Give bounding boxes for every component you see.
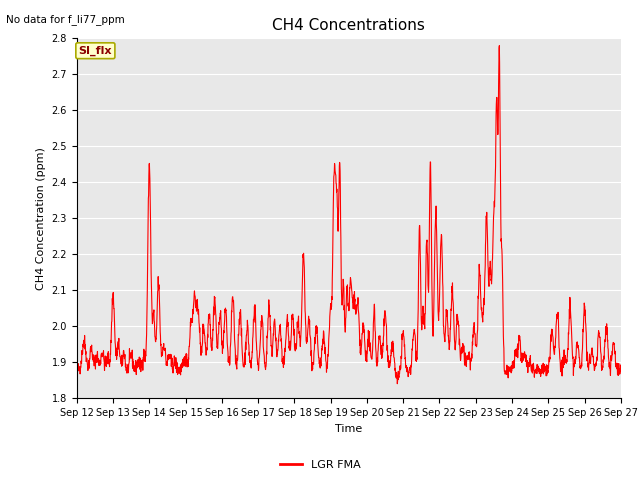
Title: CH4 Concentrations: CH4 Concentrations <box>273 18 425 33</box>
Y-axis label: CH4 Concentration (ppm): CH4 Concentration (ppm) <box>36 147 46 290</box>
Text: SI_flx: SI_flx <box>79 46 112 56</box>
Legend: LGR FMA: LGR FMA <box>275 456 365 474</box>
X-axis label: Time: Time <box>335 424 362 433</box>
Text: No data for f_li77_ppm: No data for f_li77_ppm <box>6 14 125 25</box>
